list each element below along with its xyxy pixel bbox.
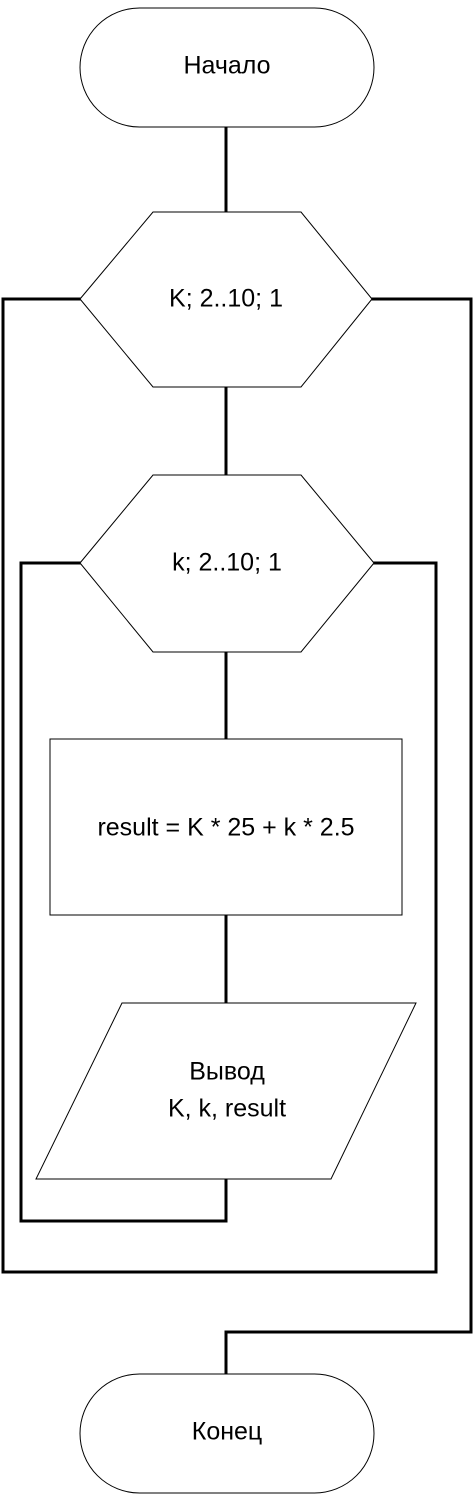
start-terminator: Начало xyxy=(79,7,375,128)
end-label: Конец xyxy=(192,1418,263,1446)
outer-loop-exit-line xyxy=(224,297,473,1376)
process-block: result = K * 25 + k * 2.5 xyxy=(49,738,403,916)
inner-loop-label: k; 2..10; 1 xyxy=(172,549,282,577)
outer-loop-label: K; 2..10; 1 xyxy=(169,285,283,313)
connectors xyxy=(1,125,473,1376)
inner-loop-block: k; 2..10; 1 xyxy=(79,474,375,653)
inner-loop-exit-line xyxy=(1,297,438,1274)
output-label-line1: Вывод xyxy=(189,1058,265,1086)
output-block: Вывод K, k, result xyxy=(35,1002,417,1180)
output-label-line2: K, k, result xyxy=(168,1095,286,1123)
inner-loop-return-line xyxy=(19,561,228,1223)
process-label: result = K * 25 + k * 2.5 xyxy=(97,814,354,842)
outer-loop-block: K; 2..10; 1 xyxy=(79,211,373,388)
start-label: Начало xyxy=(183,52,270,80)
end-terminator: Конец xyxy=(79,1373,375,1494)
